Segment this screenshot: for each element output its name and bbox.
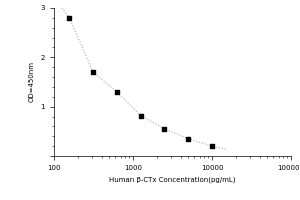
Point <box>162 127 167 130</box>
Point <box>210 145 214 148</box>
Point <box>91 71 95 74</box>
Point <box>115 90 119 93</box>
X-axis label: Human β-CTx Concentration(pg/mL): Human β-CTx Concentration(pg/mL) <box>109 177 236 183</box>
Point <box>67 16 72 19</box>
Point <box>138 114 143 117</box>
Point <box>186 137 190 140</box>
Y-axis label: OD=450nm: OD=450nm <box>29 62 35 102</box>
